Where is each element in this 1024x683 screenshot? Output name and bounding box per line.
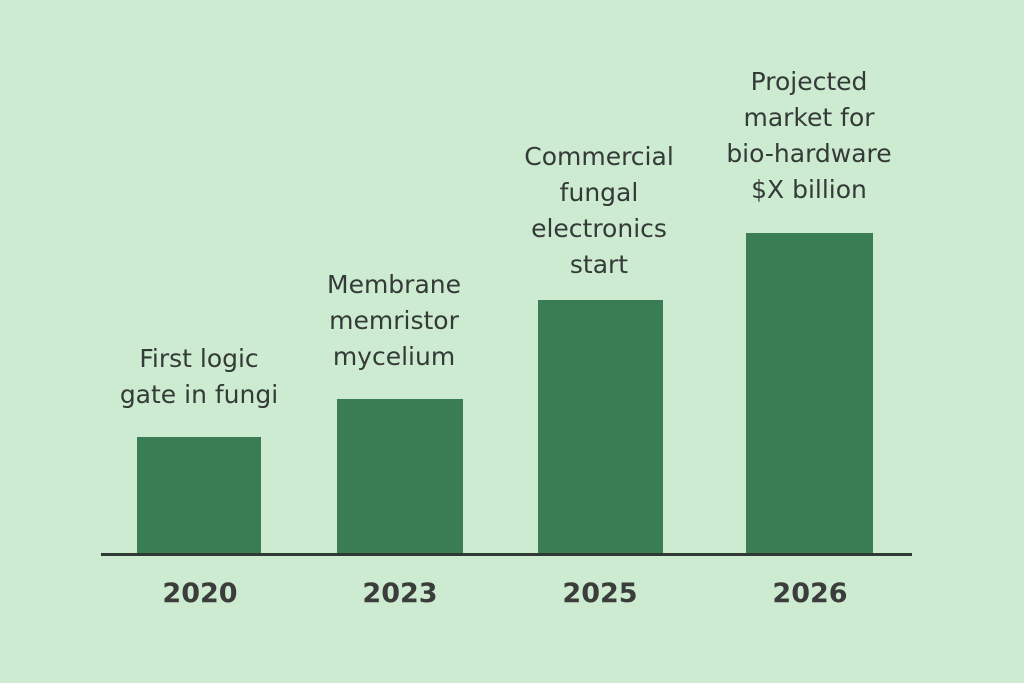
x-tick-2023: 2023 [362, 578, 438, 609]
annotation-line: $X billion [751, 175, 867, 204]
x-tick-2026: 2026 [772, 578, 848, 609]
x-axis-line [101, 553, 912, 556]
annotation-line: memristor [329, 306, 459, 335]
bar-annotation-2020: First logic gate in fungi [89, 341, 309, 413]
annotation-line: Membrane [327, 270, 461, 299]
x-tick-2025: 2025 [562, 578, 638, 609]
annotation-line: fungal [559, 178, 639, 207]
annotation-line: electronics [531, 214, 667, 243]
bar-2026 [746, 233, 873, 555]
x-tick-2020: 2020 [162, 578, 238, 609]
bar-annotation-2026: Projected market for bio-hardware $X bil… [699, 64, 919, 208]
annotation-line: Commercial [524, 142, 674, 171]
annotation-line: First logic [139, 344, 259, 373]
annotation-line: Projected [750, 67, 868, 96]
bar-2025 [538, 300, 663, 555]
annotation-line: mycelium [332, 342, 456, 371]
bar-2023 [337, 399, 463, 555]
annotation-line: start [569, 250, 629, 279]
bar-annotation-2023: Membrane memristor mycelium [284, 267, 504, 375]
bar-2020 [137, 437, 261, 555]
bar-annotation-2025: Commercial fungal electronics start [489, 139, 709, 283]
annotation-line: gate in fungi [119, 380, 279, 409]
annotation-line: bio-hardware [726, 139, 892, 168]
annotation-line: market for [743, 103, 875, 132]
